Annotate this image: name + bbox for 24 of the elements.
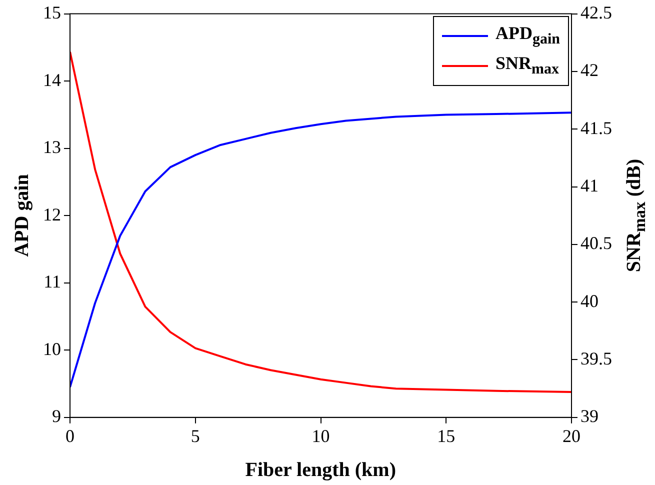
y2-tick-label: 41.5 xyxy=(580,118,612,138)
y-tick-label: 15 xyxy=(43,2,61,23)
y2-tick-label: 39.5 xyxy=(580,348,612,368)
legend-label: APD$_{gain}$ xyxy=(496,23,560,49)
x-axis-title: Fiber length (km) xyxy=(245,458,396,482)
x-tick-label: 0 xyxy=(66,426,74,446)
y2-tick-label: 39 xyxy=(580,406,598,426)
y2-tick-label: 40 xyxy=(580,290,598,311)
x-tick-label: 5 xyxy=(190,426,200,446)
x-tick-label: 15 xyxy=(437,426,456,446)
y-tick-label: 10 xyxy=(43,338,61,359)
legend-label: SNR$_{max}$ xyxy=(496,53,560,79)
y-tick-label: 13 xyxy=(43,137,61,158)
x-tick-label: 20 xyxy=(562,426,580,446)
y-tick-label: 12 xyxy=(43,204,61,224)
y-tick-label: 9 xyxy=(52,406,61,426)
y2-tick-label: 42 xyxy=(580,60,598,80)
y-tick-label: 11 xyxy=(44,272,61,292)
y2-tick-label: 40.5 xyxy=(580,233,612,254)
x-tick-label: 10 xyxy=(312,426,330,446)
y2-tick-label: 41 xyxy=(580,176,598,196)
y-axis-title: APD gain xyxy=(10,174,34,257)
y-tick-label: 14 xyxy=(43,70,61,90)
y2-tick-label: 42.5 xyxy=(580,2,612,23)
